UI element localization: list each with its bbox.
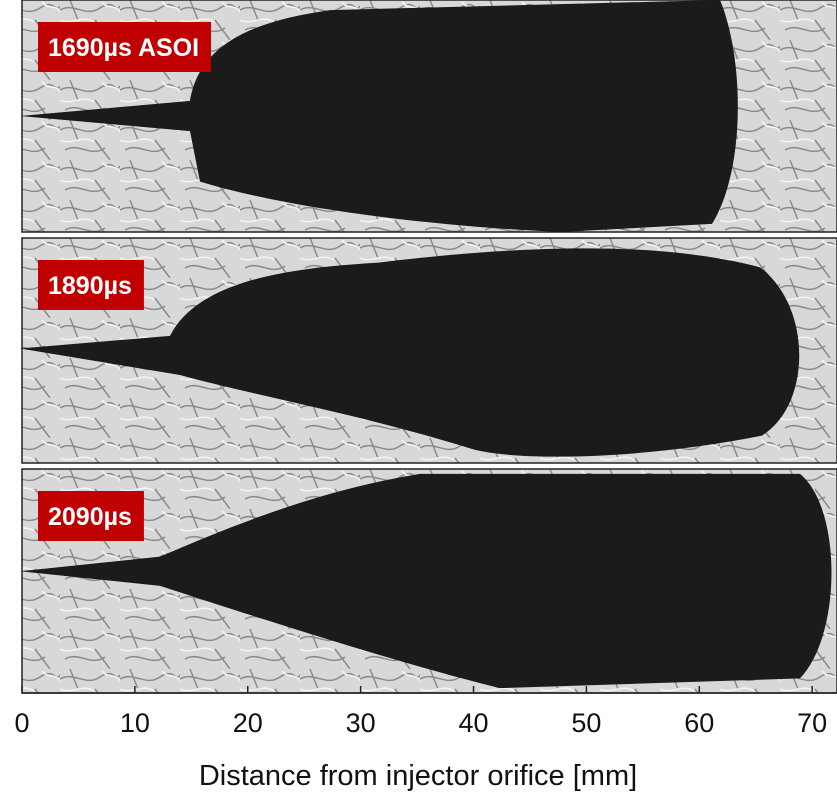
panel-label: 2090µs [48,503,132,531]
x-tick-label: 20 [233,708,263,738]
figure: Distance from injector orifice [mm] 1690… [0,0,837,807]
x-tick-label: 10 [120,708,150,738]
x-tick-label: 0 [14,708,29,738]
x-tick-label: 30 [346,708,376,738]
x-tick-label: 50 [571,708,601,738]
x-tick-label: 60 [684,708,714,738]
image-panel: 1690µs ASOI [20,0,837,232]
x-axis-title: Distance from injector orifice [mm] [199,760,637,792]
image-panel: 1890µs [20,238,837,463]
x-tick-label: 70 [797,708,827,738]
image-panel: 2090µs [20,469,837,693]
panel-label: 1690µs ASOI [48,34,199,62]
x-tick-label: 40 [459,708,489,738]
panel-label: 1890µs [48,272,132,300]
